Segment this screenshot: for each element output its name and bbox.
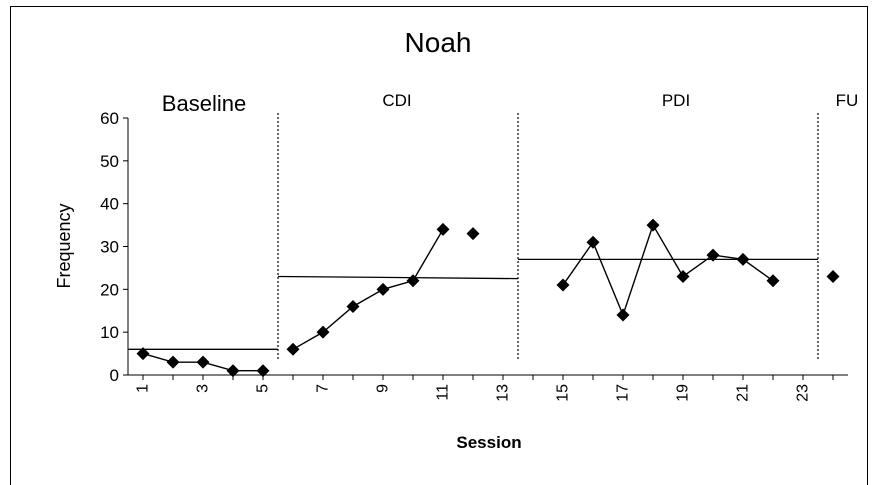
data-point bbox=[406, 274, 420, 288]
data-point bbox=[466, 227, 480, 241]
data-point bbox=[556, 278, 570, 292]
data-point bbox=[646, 218, 660, 232]
x-tick-label: 5 bbox=[255, 384, 272, 393]
x-tick-label: 9 bbox=[375, 384, 392, 393]
x-tick-label: 19 bbox=[675, 384, 692, 402]
x-tick-label: 21 bbox=[735, 384, 752, 402]
data-markers bbox=[136, 218, 840, 378]
x-tick-label: 23 bbox=[795, 384, 812, 402]
x-tick-label: 13 bbox=[495, 384, 512, 402]
x-tick-label: 17 bbox=[615, 384, 632, 402]
y-axis-title: Frequency bbox=[54, 203, 74, 288]
data-point bbox=[346, 299, 360, 313]
data-point bbox=[316, 325, 330, 339]
data-point bbox=[826, 269, 840, 283]
y-tick-label: 0 bbox=[110, 366, 119, 385]
data-point bbox=[136, 347, 150, 361]
y-tick-label: 20 bbox=[100, 280, 119, 299]
chart-title: Noah bbox=[405, 27, 472, 58]
y-tick-label: 10 bbox=[100, 323, 119, 342]
data-point bbox=[616, 308, 630, 322]
data-point bbox=[706, 248, 720, 262]
data-point bbox=[766, 274, 780, 288]
x-tick-label: 3 bbox=[195, 384, 212, 393]
phase-label: Baseline bbox=[162, 91, 246, 116]
phase-change-lines bbox=[277, 113, 819, 361]
x-tick-label: 15 bbox=[555, 384, 572, 402]
data-point bbox=[166, 355, 180, 369]
x-axis-title: Session bbox=[456, 433, 521, 452]
trend-lines bbox=[128, 258, 818, 350]
y-tick-label: 30 bbox=[100, 238, 119, 257]
x-tick-label: 11 bbox=[435, 384, 452, 401]
trend-line bbox=[277, 275, 519, 280]
y-tick-label: 60 bbox=[100, 109, 119, 128]
series-line bbox=[292, 229, 444, 350]
data-point bbox=[676, 269, 690, 283]
data-point bbox=[586, 235, 600, 249]
phase-labels: Baseline CDI PDI FU bbox=[162, 91, 859, 116]
y-tick-label: 40 bbox=[100, 195, 119, 214]
data-point bbox=[736, 252, 750, 266]
chart-frame bbox=[10, 6, 868, 485]
y-tick-label: 50 bbox=[100, 152, 119, 171]
data-point bbox=[196, 355, 210, 369]
x-tick-label: 7 bbox=[315, 384, 332, 393]
phase-label: PDI bbox=[662, 91, 690, 110]
data-point bbox=[436, 222, 450, 236]
data-point bbox=[226, 364, 240, 378]
data-point bbox=[376, 282, 390, 296]
phase-label: FU bbox=[836, 91, 859, 110]
data-point bbox=[256, 364, 270, 378]
data-point bbox=[286, 342, 300, 356]
x-tick-label: 1 bbox=[135, 384, 152, 393]
phase-label: CDI bbox=[382, 91, 411, 110]
